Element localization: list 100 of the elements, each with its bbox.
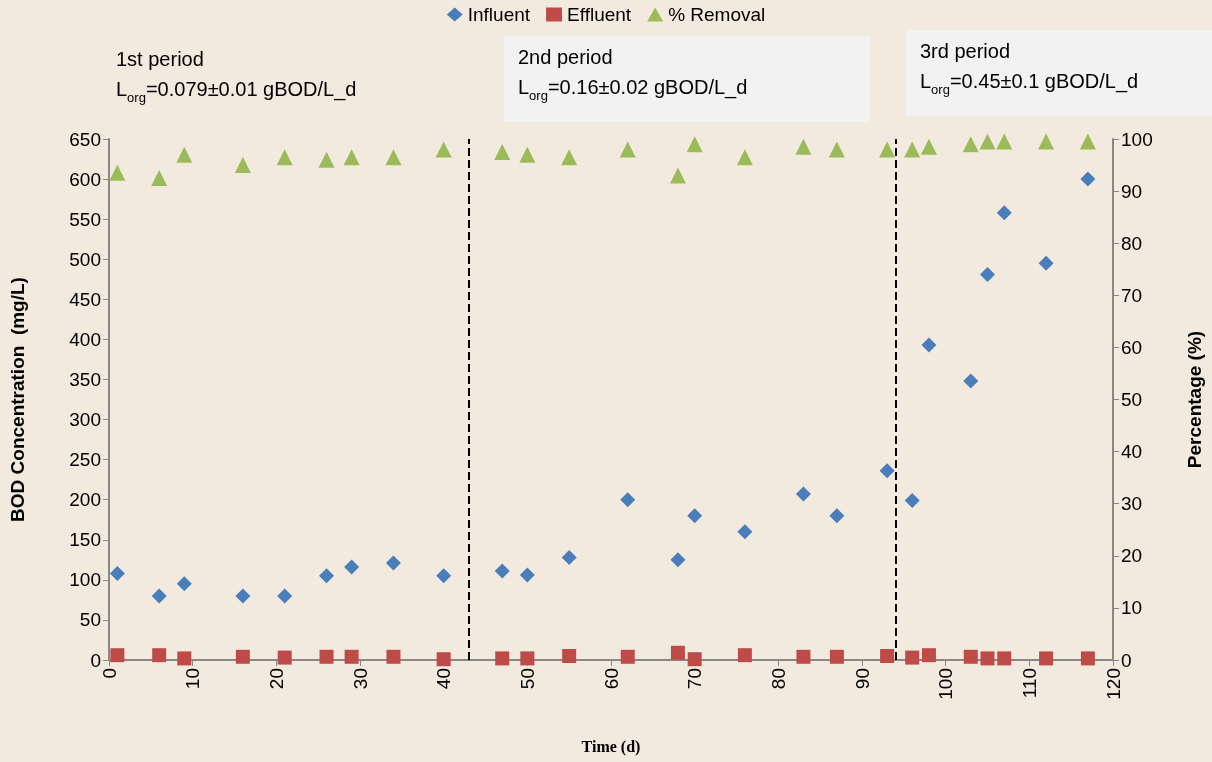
point [996,133,1013,150]
y-tick-label: 250 [69,449,101,471]
point [686,136,703,153]
point [235,588,251,604]
point [736,149,753,166]
point [980,266,995,282]
point [344,649,359,664]
point [921,648,936,663]
point [997,651,1012,666]
y2-tick-label: 90 [1121,180,1143,202]
point [277,588,293,604]
point [386,649,401,664]
point [519,146,536,163]
point [795,138,812,155]
x-tick-label: 100 [935,668,957,700]
y-tick-label: 600 [69,168,101,190]
x-tick-label: 90 [851,668,873,690]
point [795,486,811,502]
y-tick-label: 650 [69,128,101,150]
x-tick-label: 10 [182,668,204,690]
y2-tick-label: 60 [1121,336,1143,358]
point [318,151,335,168]
point [829,649,844,664]
point [436,652,451,667]
y2-tick-label: 80 [1121,232,1143,254]
y-tick-label: 150 [69,529,101,551]
point [963,373,979,389]
y-tick-label: 100 [69,569,101,591]
point [687,508,703,524]
x-tick-label: 60 [600,668,622,690]
point [905,650,920,665]
y-tick-label: 450 [69,288,101,310]
point [904,141,921,158]
x-tick-label: 70 [684,668,706,690]
point [920,138,937,155]
point [519,567,535,583]
legend-label: Influent [467,4,531,25]
x-tick-label: 110 [1018,668,1040,699]
point [670,552,686,568]
point [235,649,250,664]
legend-label: % Removal [668,4,766,25]
point [343,149,360,166]
point [276,149,293,166]
point [494,144,511,161]
y-tick-label: 400 [69,328,101,350]
point [828,141,845,158]
y-tick-label: 300 [69,409,101,431]
x-tick-label: 20 [265,668,287,690]
y-axis-title: BOD Concentration (mg/L) [7,277,28,522]
point [435,141,452,158]
point [669,167,686,184]
point [620,649,635,664]
point [177,651,192,666]
y2-tick-label: 20 [1121,545,1143,567]
point [1080,651,1095,666]
y-tick-label: 350 [69,368,101,390]
point [176,146,193,163]
y-tick-label: 500 [69,248,101,270]
point [561,149,578,166]
point [151,588,167,604]
point [620,492,636,508]
y2-tick-label: 10 [1121,597,1143,619]
point [277,650,292,665]
x-tick-label: 80 [767,668,789,690]
point [319,649,334,664]
x-axis-title: Time (d) [581,737,641,756]
point [176,576,192,592]
y2-tick-label: 30 [1121,493,1143,515]
point [344,559,360,575]
point [737,648,752,663]
point [1080,171,1096,187]
point [619,141,636,158]
point [109,164,126,181]
point [962,136,979,153]
point [879,141,896,158]
point [921,337,937,353]
point [979,133,996,150]
point [319,568,335,584]
point [796,649,811,664]
point [520,651,535,666]
y2-tick-label: 100 [1121,128,1153,150]
y2-tick-label: 0 [1121,649,1132,671]
point [880,648,895,663]
point [687,652,702,667]
point [996,205,1012,221]
y-tick-label: 0 [90,649,101,671]
point [980,651,995,666]
legend-label: Effluent [567,4,632,25]
y2-axis-title: Percentage (%) [1184,330,1205,469]
point [152,648,167,663]
point [110,648,125,663]
point [494,563,510,579]
point [963,649,978,664]
point [151,170,168,187]
point [670,645,685,660]
x-tick-label: 120 [1102,668,1124,700]
point [385,555,401,571]
y2-tick-label: 40 [1121,441,1143,463]
point [234,157,251,174]
point [829,508,845,524]
